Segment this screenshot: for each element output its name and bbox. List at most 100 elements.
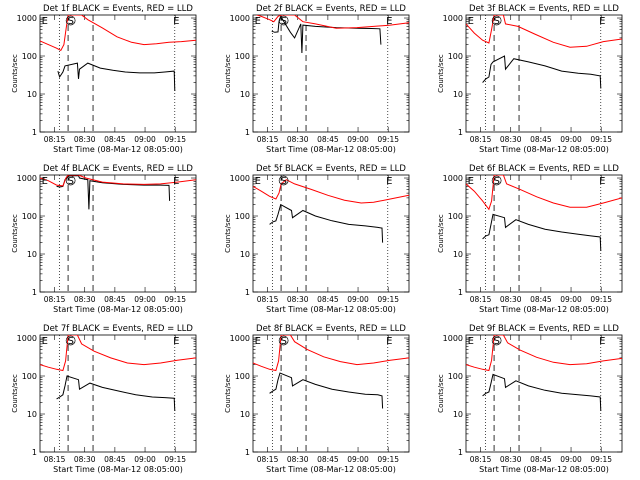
- panel-3f: Det 3f BLACK = Events, RED = LLD 1 10 100 10…: [437, 4, 623, 154]
- event-marker-label: E: [599, 336, 605, 347]
- y-tick-label: 100: [235, 52, 250, 61]
- event-marker-label: E: [173, 16, 179, 27]
- event-marker-label: S: [68, 336, 74, 347]
- y-tick-label: 1000: [443, 174, 463, 183]
- series-events-line: [482, 55, 602, 89]
- plot-frame: [39, 174, 197, 293]
- x-tick-label: 09:15: [164, 135, 186, 144]
- series-events-line: [57, 62, 176, 92]
- x-tick-label: 08:15: [44, 455, 66, 464]
- start-marker-circle: [65, 175, 76, 186]
- y-tick-label: 10: [27, 250, 37, 259]
- event-marker-label: S: [281, 176, 287, 187]
- x-tick-label: 09:15: [164, 455, 186, 464]
- panel-1f: Det 1f BLACK = Events, RED = LLD 1 10 100 10…: [11, 4, 197, 154]
- x-axis-label: Start Time (08-Mar-12 08:05:00): [479, 465, 609, 474]
- x-tick-label: 09:00: [347, 135, 369, 144]
- y-tick-label: 1: [245, 288, 250, 297]
- y-axis-label: Counts/sec: [11, 374, 19, 413]
- x-tick-label: 09:00: [347, 295, 369, 304]
- x-axis-label: Start Time (08-Mar-12 08:05:00): [266, 305, 396, 314]
- event-marker-label: S: [281, 336, 287, 347]
- x-tick-label: 08:30: [74, 135, 96, 144]
- x-tick-label: 09:00: [134, 135, 156, 144]
- event-marker-label: E: [386, 336, 392, 347]
- series-events-line: [56, 375, 176, 412]
- y-axis-label: Counts/sec: [437, 54, 445, 93]
- event-marker-label: E: [255, 16, 261, 27]
- series-lld-line: [40, 335, 196, 372]
- x-tick-label: 09:15: [164, 295, 186, 304]
- y-tick-label: 10: [240, 410, 250, 419]
- panel-2f: Det 2f BLACK = Events, RED = LLD 1 10 100 10…: [224, 4, 410, 154]
- y-tick-label: 10: [453, 90, 463, 99]
- x-tick-label: 08:30: [287, 455, 309, 464]
- y-tick-label: 1000: [443, 334, 463, 343]
- x-axis-label: Start Time (08-Mar-12 08:05:00): [266, 465, 396, 474]
- y-tick-label: 1000: [230, 334, 250, 343]
- plot-frame: [465, 174, 623, 293]
- y-tick-label: 100: [22, 52, 37, 61]
- y-tick-label: 100: [235, 372, 250, 381]
- event-marker-label: E: [386, 176, 392, 187]
- x-tick-label: 09:15: [377, 135, 399, 144]
- panel-title: Det 2f BLACK = Events, RED = LLD: [256, 4, 406, 14]
- y-tick-label: 100: [22, 212, 37, 221]
- event-marker-label: E: [468, 176, 474, 187]
- y-tick-label: 10: [453, 410, 463, 419]
- x-tick-label: 08:45: [317, 135, 339, 144]
- event-marker-label: S: [494, 16, 500, 27]
- x-tick-label: 08:45: [104, 295, 126, 304]
- y-tick-label: 1000: [17, 334, 37, 343]
- event-marker-label: E: [468, 336, 474, 347]
- x-tick-label: 08:30: [500, 455, 522, 464]
- y-tick-label: 1000: [443, 14, 463, 23]
- x-tick-label: 09:15: [377, 455, 399, 464]
- series-events-line: [269, 372, 384, 409]
- start-marker-circle: [65, 335, 76, 346]
- series-lld-line: [255, 15, 409, 29]
- x-tick-label: 08:45: [530, 295, 552, 304]
- y-tick-label: 10: [27, 410, 37, 419]
- y-tick-label: 1: [245, 448, 250, 457]
- event-marker-label: S: [68, 16, 74, 27]
- start-marker-circle: [278, 15, 289, 26]
- y-axis-label: Counts/sec: [437, 214, 445, 253]
- series-events-line: [271, 15, 382, 54]
- y-tick-label: 1: [458, 288, 463, 297]
- event-marker-label: E: [599, 176, 605, 187]
- y-tick-label: 10: [453, 250, 463, 259]
- y-axis-label: Counts/sec: [224, 374, 232, 413]
- event-marker-label: E: [173, 176, 179, 187]
- x-tick-label: 08:15: [470, 455, 492, 464]
- event-marker-label: E: [255, 336, 261, 347]
- x-tick-label: 09:00: [560, 455, 582, 464]
- x-tick-label: 09:15: [590, 455, 612, 464]
- y-tick-label: 1: [458, 128, 463, 137]
- x-axis-label: Start Time (08-Mar-12 08:05:00): [266, 145, 396, 154]
- x-tick-label: 08:45: [530, 135, 552, 144]
- start-marker-circle: [491, 15, 502, 26]
- x-tick-label: 09:00: [134, 295, 156, 304]
- panel-title: Det 3f BLACK = Events, RED = LLD: [469, 4, 619, 14]
- x-tick-label: 09:15: [590, 295, 612, 304]
- panel-title: Det 5f BLACK = Events, RED = LLD: [256, 164, 406, 174]
- x-tick-label: 09:15: [377, 295, 399, 304]
- x-tick-label: 08:30: [287, 135, 309, 144]
- x-tick-label: 08:30: [500, 135, 522, 144]
- x-tick-label: 08:45: [317, 295, 339, 304]
- y-tick-label: 1: [32, 448, 37, 457]
- event-marker-label: E: [173, 336, 179, 347]
- series-events-line: [269, 203, 384, 243]
- y-tick-label: 1000: [230, 14, 250, 23]
- x-tick-label: 09:15: [590, 135, 612, 144]
- panel-title: Det 6f BLACK = Events, RED = LLD: [469, 164, 619, 174]
- event-marker-label: S: [281, 16, 287, 27]
- x-tick-label: 08:45: [104, 135, 126, 144]
- panel-title: Det 4f BLACK = Events, RED = LLD: [43, 164, 193, 174]
- plot-frame: [39, 334, 197, 453]
- y-tick-label: 10: [240, 250, 250, 259]
- y-axis-label: Counts/sec: [11, 54, 19, 93]
- x-tick-label: 08:15: [44, 295, 66, 304]
